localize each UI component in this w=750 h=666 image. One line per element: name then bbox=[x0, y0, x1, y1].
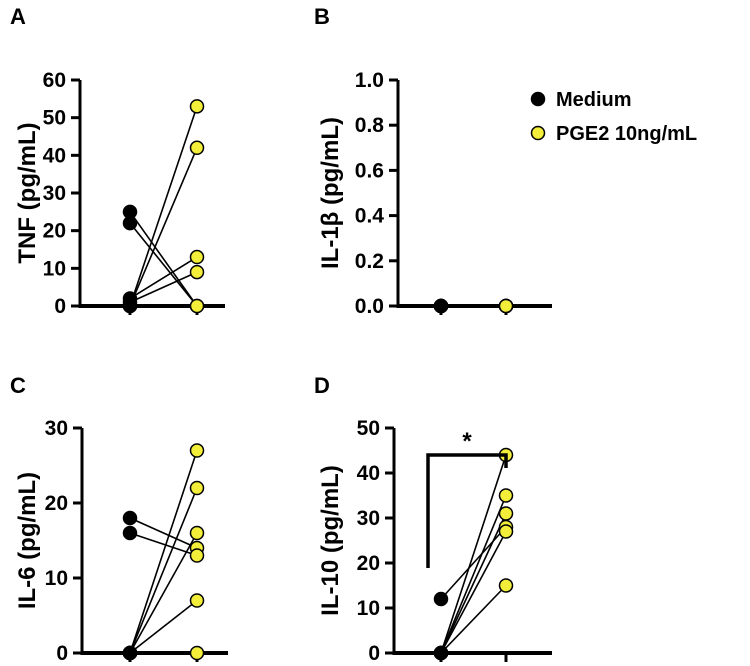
point-pge2-d-2 bbox=[498, 488, 514, 503]
pair-line-d-2 bbox=[440, 495, 507, 654]
y-tick-label-b-2: 0.4 bbox=[355, 205, 385, 228]
y-tick-label-a-3: 30 bbox=[43, 182, 66, 205]
point-pge2-d-3 bbox=[498, 506, 514, 521]
y-tick-label-b-4: 0.8 bbox=[355, 114, 385, 137]
point-medium-b-5 bbox=[433, 298, 449, 314]
significance-bracket-d bbox=[426, 453, 508, 568]
y-tick-label-d-5: 50 bbox=[357, 417, 380, 440]
y-tick-label-d-3: 30 bbox=[357, 507, 380, 530]
point-pge2-c-5 bbox=[189, 593, 205, 608]
y-tick-label-a-0: 0 bbox=[54, 295, 66, 318]
legend-pge2-marker bbox=[530, 125, 546, 141]
point-pge2-a-5 bbox=[189, 140, 205, 156]
y-tick-label-b-1: 0.2 bbox=[355, 250, 384, 273]
y-tick-label-a-6: 60 bbox=[43, 69, 66, 92]
point-pge2-c-3 bbox=[189, 480, 205, 496]
point-medium-c-1 bbox=[122, 525, 138, 541]
legend-medium-marker bbox=[530, 91, 546, 107]
panel-d: D 0 10 20 30 40 50 IL-10 (pg/mL) * bbox=[314, 373, 552, 665]
point-medium-c-0 bbox=[122, 510, 138, 526]
panel-letter-c: C bbox=[10, 373, 26, 398]
point-medium-c-6 bbox=[122, 645, 138, 661]
y-tick-label-c-3: 30 bbox=[45, 417, 68, 440]
point-pge2-b-5 bbox=[498, 298, 514, 314]
pair-line-c-0 bbox=[129, 517, 198, 549]
pair-line-c-2 bbox=[129, 450, 198, 654]
pair-line-c-5 bbox=[129, 599, 198, 654]
pair-line-a-4 bbox=[129, 106, 198, 307]
y-tick-label-a-4: 40 bbox=[43, 144, 66, 167]
y-tick-label-d-2: 20 bbox=[357, 552, 380, 575]
panel-letter-d: D bbox=[314, 373, 330, 398]
y-tick-label-a-1: 10 bbox=[43, 257, 66, 280]
y-tick-label-a-5: 50 bbox=[43, 107, 66, 130]
pair-line-a-0 bbox=[129, 211, 198, 307]
pair-line-a-5 bbox=[129, 147, 198, 307]
point-medium-d-5 bbox=[433, 645, 449, 661]
point-medium-d-0 bbox=[433, 591, 449, 607]
point-medium-a-5 bbox=[122, 298, 138, 314]
y-tick-label-b-0: 0.0 bbox=[355, 295, 384, 318]
y-tick-label-d-0: 0 bbox=[368, 642, 380, 665]
y-tick-label-c-2: 20 bbox=[45, 492, 68, 515]
pair-line-d-1 bbox=[440, 454, 507, 654]
y-tick-label-c-1: 10 bbox=[45, 567, 68, 590]
pair-line-d-4 bbox=[440, 531, 507, 654]
point-medium-a-1 bbox=[122, 215, 138, 231]
panel-letter-a: A bbox=[10, 4, 26, 29]
panel-c: C 0 10 20 30 IL-6 (pg/mL) bbox=[10, 373, 228, 665]
point-pge2-a-3 bbox=[189, 264, 205, 280]
pair-line-d-0 bbox=[440, 526, 507, 600]
y-tick-label-d-1: 10 bbox=[357, 597, 380, 620]
pair-line-a-2 bbox=[129, 256, 198, 300]
pair-line-c-4 bbox=[129, 532, 198, 654]
significance-star-d: * bbox=[462, 428, 472, 455]
legend: Medium PGE2 10ng/mL bbox=[530, 89, 697, 145]
point-pge2-c-4 bbox=[189, 525, 205, 541]
panel-b: B 0.0 0.2 0.4 0.6 0.8 1.0 IL-1β (pg/mL) bbox=[314, 4, 552, 318]
y-tick-label-d-4: 40 bbox=[357, 462, 380, 485]
y-axis-label-b: IL-1β (pg/mL) bbox=[317, 117, 344, 269]
point-pge2-d-4 bbox=[498, 524, 514, 539]
point-pge2-c-6 bbox=[189, 645, 205, 661]
pair-line-c-3 bbox=[129, 487, 198, 654]
pair-line-d-3 bbox=[440, 513, 507, 654]
point-pge2-d-5 bbox=[498, 578, 514, 593]
y-axis-label-c: IL-6 (pg/mL) bbox=[14, 472, 41, 609]
pair-line-d-5 bbox=[440, 584, 507, 654]
y-tick-label-c-0: 0 bbox=[56, 642, 68, 665]
pair-line-a-3 bbox=[129, 271, 198, 303]
y-tick-label-b-3: 0.6 bbox=[355, 159, 384, 182]
panel-a: A 0 10 20 30 40 50 60 TNF (pg/mL) bbox=[10, 4, 225, 318]
panel-letter-b: B bbox=[314, 4, 330, 29]
point-pge2-c-1 bbox=[189, 548, 205, 563]
y-tick-label-b-5: 1.0 bbox=[355, 69, 384, 92]
point-pge2-c-2 bbox=[189, 443, 205, 458]
point-pge2-a-4 bbox=[189, 99, 205, 114]
point-pge2-a-1 bbox=[189, 298, 205, 314]
y-axis-label-a: TNF (pg/mL) bbox=[14, 122, 41, 263]
y-tick-label-a-2: 20 bbox=[43, 220, 66, 243]
legend-medium-label: Medium bbox=[556, 89, 632, 111]
pair-line-a-1 bbox=[129, 222, 198, 307]
legend-pge2-label: PGE2 10ng/mL bbox=[556, 123, 697, 145]
y-axis-label-d: IL-10 (pg/mL) bbox=[317, 465, 344, 616]
point-pge2-a-2 bbox=[189, 249, 205, 265]
